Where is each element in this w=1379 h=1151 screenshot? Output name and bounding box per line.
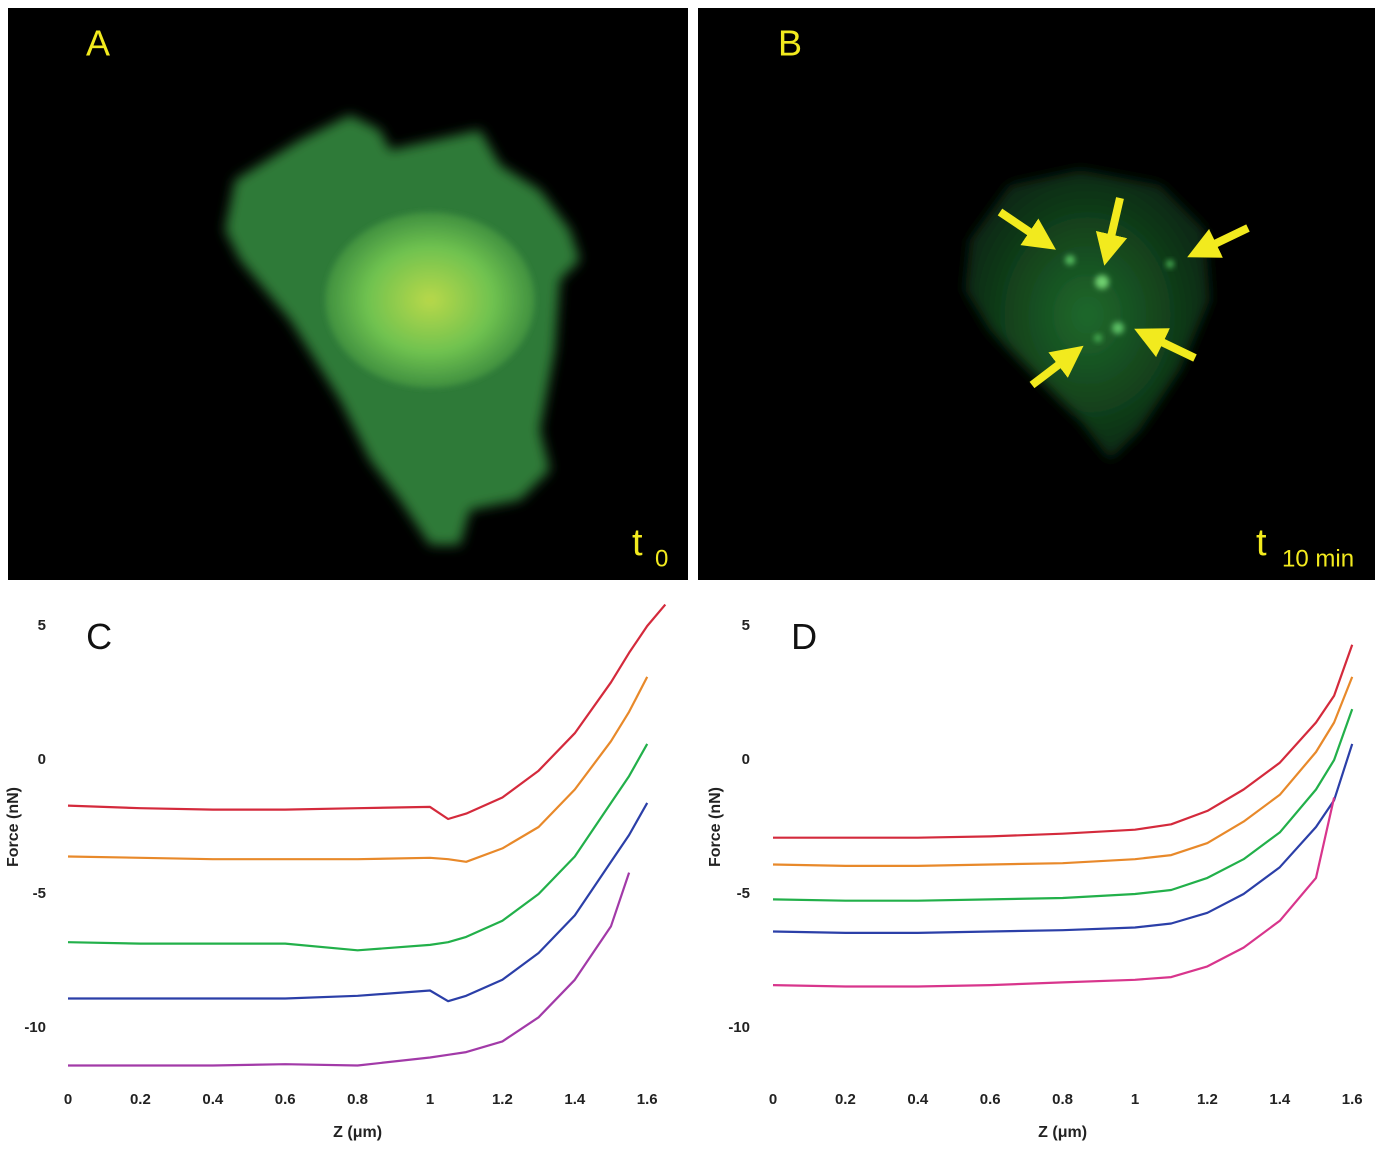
x-tick-label: 1: [426, 1091, 434, 1108]
nucleus: [325, 212, 535, 388]
y-tick-label: 0: [742, 751, 750, 768]
x-tick-label: 0.6: [980, 1091, 1001, 1108]
x-tick-label: 1.4: [1269, 1091, 1291, 1108]
line-series: [772, 676, 1354, 867]
arrow: [1134, 328, 1197, 362]
arrow: [1029, 345, 1084, 389]
time-subscript: 10 min: [1282, 545, 1354, 572]
x-tick-label: 0.2: [835, 1091, 856, 1108]
arrow: [1095, 197, 1128, 266]
x-tick-label: 0: [64, 1091, 72, 1108]
line-series: [772, 797, 1336, 988]
spot: [1095, 275, 1109, 289]
spot: [1112, 322, 1124, 334]
line-series: [68, 872, 631, 1067]
y-axis-label: Force (nN): [707, 787, 724, 867]
line-series: [68, 802, 649, 1003]
y-tick-label: -5: [737, 885, 750, 902]
time-subscript: 0: [655, 545, 668, 572]
spot: [1094, 334, 1102, 342]
arrow: [1187, 224, 1250, 258]
line-series: [772, 708, 1354, 902]
x-tick-label: 0.4: [202, 1091, 224, 1108]
x-tick-label: 1.6: [1342, 1091, 1363, 1108]
y-tick-label: -10: [24, 1019, 46, 1036]
line-series: [67, 603, 667, 821]
x-tick-label: 1.2: [1197, 1091, 1218, 1108]
panel-label: D: [791, 616, 817, 657]
x-axis-label: Z (μm): [333, 1124, 382, 1141]
x-axis-label: Z (μm): [1038, 1124, 1087, 1141]
y-tick-label: -10: [728, 1019, 750, 1036]
x-tick-label: 0.4: [907, 1091, 929, 1108]
panel-label: C: [86, 616, 112, 657]
line-series: [772, 743, 1354, 934]
x-tick-label: 1.2: [492, 1091, 513, 1108]
line-series: [67, 676, 649, 863]
x-tick-label: 0.8: [1052, 1091, 1073, 1108]
micrograph-b: B t 10 min: [698, 8, 1375, 580]
y-tick-label: -5: [33, 885, 46, 902]
y-tick-label: 5: [742, 617, 750, 634]
arrows: [997, 197, 1250, 389]
panel-label: A: [86, 23, 110, 64]
x-tick-label: 0: [769, 1091, 777, 1108]
x-tick-label: 1: [1131, 1091, 1139, 1108]
panel-label: B: [778, 23, 802, 64]
time-label: t: [632, 522, 643, 564]
y-axis-label: Force (nN): [5, 787, 22, 867]
charts: C Force (nN) Z (μm) 5 0 -5 -10 0 0.2 0.4 0.6 0.8 1 1.…: [5, 603, 1363, 1141]
x-tick-label: 1.6: [637, 1091, 658, 1108]
line-series: [773, 644, 1354, 839]
x-tick-label: 1.4: [564, 1091, 586, 1108]
micrograph-a: A t 0: [8, 8, 688, 580]
y-tick-label: 0: [38, 751, 46, 768]
x-tick-label: 0.8: [347, 1091, 368, 1108]
spot: [1065, 255, 1075, 265]
spot: [1166, 260, 1174, 268]
x-tick-label: 0.2: [130, 1091, 151, 1108]
x-tick-label: 0.6: [275, 1091, 296, 1108]
y-tick-label: 5: [38, 617, 46, 634]
time-label: t: [1256, 522, 1267, 564]
arrow: [997, 208, 1056, 250]
line-series: [67, 743, 649, 952]
